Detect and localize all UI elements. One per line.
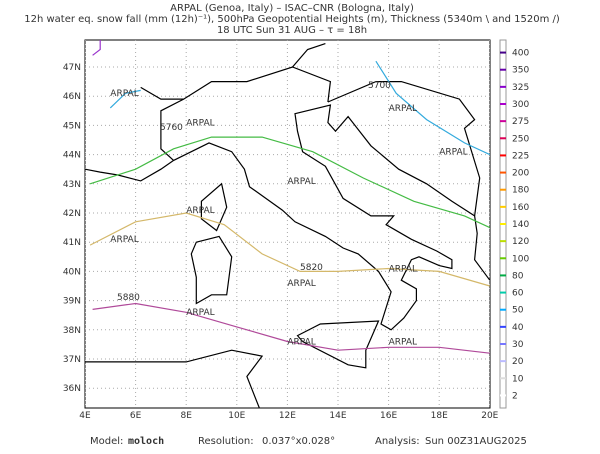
title-line: 18 UTC Sun 31 AUG – τ = 18h [217,25,367,36]
colorbar-label: 100 [512,254,529,264]
lat-label: 40N [63,267,81,277]
lon-label: 8E [180,411,192,421]
lat-label: 46N [63,92,81,102]
watermark: ARPAL [186,206,214,216]
lat-label: 38N [63,326,81,336]
coastline [85,104,490,331]
watermark: ARPAL [186,308,214,318]
watermark: ARPAL [439,148,467,158]
footer-value: Sun 00Z31AUG2025 [425,436,527,447]
footer-label: Analysis: [375,436,420,447]
contour-line [89,136,490,229]
coastline [140,86,184,100]
contour-line [92,302,490,354]
lat-label: 41N [63,238,81,248]
watermarks: ARPAL ARPAL ARPAL ARPAL ARPAL ARPAL ARPAL ARPAL… [110,89,467,347]
watermark: ARPAL [110,235,138,245]
colorbar-label: 225 [512,151,529,161]
lon-label: 14E [329,411,346,421]
colorbar-label: 250 [512,134,529,144]
footer-value: 0.037°x0.028° [262,436,335,447]
lat-label: 44N [63,151,81,161]
coastline [160,66,332,161]
lat-label: 43N [63,180,81,190]
colorbar-label: 200 [512,169,529,179]
colorbar-label: 40 [512,323,524,333]
lon-label: 10E [228,411,245,421]
watermark: ARPAL [287,279,315,289]
lon-label: 20E [481,411,498,421]
footer-value: moloch [128,436,164,447]
lon-label: 16E [380,411,397,421]
colorbar-label: 350 [512,66,529,76]
watermark: ARPAL [110,89,138,99]
contours [89,40,490,354]
watermark: ARPAL [287,177,315,187]
watermark: ARPAL [389,264,417,274]
coastline [327,81,481,216]
watermark: ARPAL [389,104,417,114]
colorbar-label: 20 [512,357,524,367]
colorbar-label: 400 [512,49,529,59]
colorbar-label: 300 [512,100,529,110]
coastlines [85,43,490,408]
coastline [85,349,264,408]
lat-label: 45N [63,121,81,131]
lon-label: 6E [130,411,142,421]
colorbar: 2 10 20 30 40 50 60 80 100 120 140 160 180 200 225 250 2… [499,39,529,409]
colorbar-label: 180 [512,186,529,196]
coastline [292,43,326,68]
colorbar-label: 160 [512,203,529,213]
coastline [200,182,228,232]
lat-label: 47N [63,63,81,73]
watermark: ARPAL [389,337,417,347]
colorbar-label: 30 [512,340,524,350]
contour-label: 5820 [300,263,323,273]
lat-label: 37N [63,355,81,365]
lat-label: 39N [63,297,81,307]
contour-line [89,212,490,287]
contour-labels: 5880 5820 5760 5700 [117,81,391,303]
contour-line [92,40,101,56]
lon-label: 4E [79,411,91,421]
title-line: ARPAL (Genoa, Italy) – ISAC–CNR (Bologna… [170,3,414,14]
graticule [85,40,490,408]
colorbar-label: 275 [512,117,529,127]
contour-label: 5760 [160,123,183,133]
colorbar-label: 50 [512,306,524,316]
title-block: ARPAL (Genoa, Italy) – ISAC–CNR (Bologna… [24,3,560,36]
coastline [190,235,233,305]
contour-line [109,89,141,109]
contour-line [375,60,490,156]
footer-label: Model: [90,436,123,447]
contour-label: 5700 [368,81,391,91]
footer-label: Resolution: [198,436,254,447]
colorbar-label: 2 [512,391,518,401]
colorbar-label: 325 [512,83,529,93]
lon-label: 12E [279,411,296,421]
watermark: ARPAL [287,337,315,347]
watermark: ARPAL [186,118,214,128]
colorbar-label: 80 [512,271,524,281]
lat-label: 42N [63,209,81,219]
contour-label: 5880 [117,293,140,303]
title-line: 12h water eq. snow fall (mm (12h)⁻¹), 50… [24,14,560,25]
colorbar-label: 120 [512,237,529,247]
colorbar-label: 60 [512,289,524,299]
lon-label: 18E [431,411,448,421]
lat-label: 36N [63,384,81,394]
colorbar-label: 10 [512,374,524,384]
colorbar-label: 140 [512,220,529,230]
